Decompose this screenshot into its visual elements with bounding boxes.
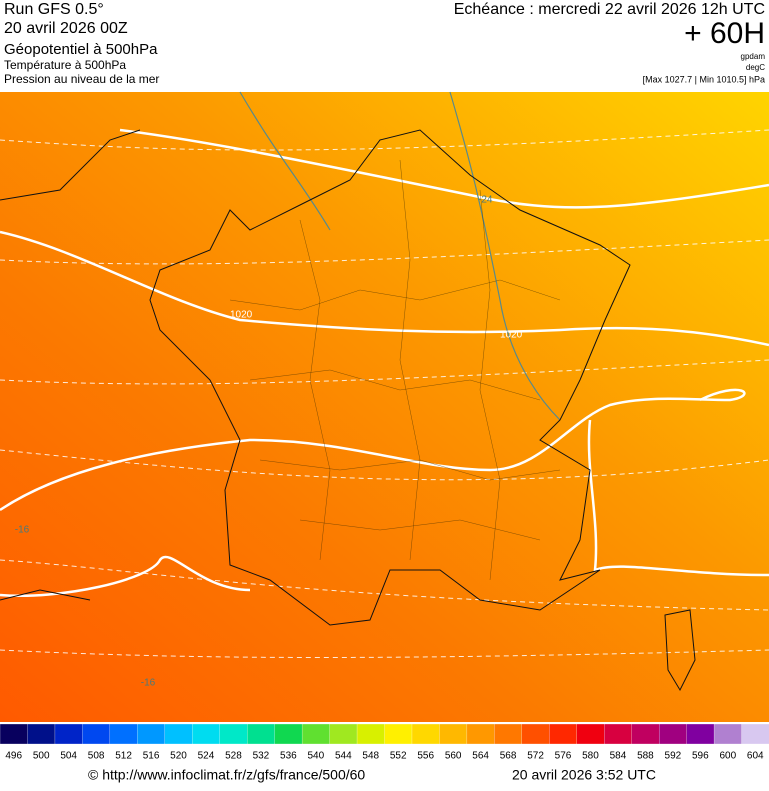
colorbar-label: 516 <box>143 751 160 762</box>
coastline <box>0 129 141 601</box>
color-swatch <box>137 723 166 745</box>
color-swatch <box>384 723 413 745</box>
color-swatch <box>0 723 29 745</box>
color-swatch <box>109 723 138 745</box>
corsica-outline <box>664 609 696 692</box>
isobar <box>0 230 769 347</box>
color-swatch <box>247 723 276 745</box>
colorbar-label: 536 <box>280 751 297 762</box>
color-swatch <box>686 723 715 745</box>
colorbar-label: 568 <box>500 751 517 762</box>
colorbar-label: 604 <box>747 751 764 762</box>
colorbar-label: 556 <box>417 751 434 762</box>
colorbar-label: 540 <box>307 751 324 762</box>
colorbar-label: 572 <box>527 751 544 762</box>
colorbar-label: 504 <box>60 751 77 762</box>
color-swatch <box>54 723 84 745</box>
colorbar-label: 528 <box>225 751 242 762</box>
isobar <box>0 388 746 512</box>
color-swatch <box>631 723 660 745</box>
isotherm <box>0 129 769 151</box>
colorbar-label: 580 <box>582 751 599 762</box>
contour-label: 1020 <box>230 310 253 321</box>
contour-label: -16 <box>141 678 156 689</box>
color-swatch <box>164 723 193 745</box>
contour-label: -16 <box>15 525 30 536</box>
pressure-range: [Max 1027.7 | Min 1010.5] hPa <box>643 74 765 84</box>
header: Run GFS 0.5° 20 avril 2026 00Z Géopotent… <box>4 1 765 86</box>
color-swatch <box>494 723 523 745</box>
map: 1020 1020 -24 -16 -16 <box>0 91 769 722</box>
color-swatch <box>604 723 633 745</box>
isobar <box>587 419 769 577</box>
contour-label: 1020 <box>500 330 523 341</box>
temperature-line <box>239 91 561 421</box>
france-outline <box>149 129 631 626</box>
color-swatch <box>411 723 441 745</box>
map-background <box>0 92 769 722</box>
colorbar-label: 552 <box>390 751 407 762</box>
colorbar-label: 564 <box>472 751 489 762</box>
colorbar-label: 600 <box>719 751 736 762</box>
colorbar-label: 508 <box>88 751 105 762</box>
color-swatch <box>713 723 743 745</box>
isobar <box>119 128 769 209</box>
field: Géopotentiel à 500hPa <box>4 41 158 58</box>
color-swatch <box>192 723 221 745</box>
color-swatch <box>466 723 496 745</box>
color-swatch <box>439 723 468 745</box>
unit: degC <box>746 63 765 72</box>
colorbar-label: 592 <box>665 751 682 762</box>
department-borders <box>229 159 561 581</box>
color-swatch <box>741 723 769 745</box>
layer: Pression au niveau de la mer <box>4 72 159 86</box>
colorbar-label: 584 <box>610 751 627 762</box>
colorbar-label: 524 <box>198 751 215 762</box>
colorbar-label: 512 <box>115 751 132 762</box>
forecast: Echéance : mercredi 22 avril 2026 12h UT… <box>454 1 765 18</box>
colorbar-label: 596 <box>692 751 709 762</box>
timestamp: 20 avril 2026 3:52 UTC <box>512 767 656 783</box>
colorbar-label: 588 <box>637 751 654 762</box>
colorbar-label: 520 <box>170 751 187 762</box>
colorbar-label: 496 <box>5 751 22 762</box>
isotherm <box>0 239 769 265</box>
colorbar: 496 500 504 508 512 516 520 524 528 532 536 540 544 5… <box>0 723 769 762</box>
color-swatch <box>82 723 111 745</box>
isotherm <box>0 559 769 611</box>
lead-time: + 60H <box>684 17 765 50</box>
run-date: 20 avril 2026 00Z <box>4 20 128 37</box>
contour-label: -24 <box>478 195 493 206</box>
color-swatch <box>27 723 56 745</box>
colorbar-label: 548 <box>362 751 379 762</box>
colorbar-label: 560 <box>445 751 462 762</box>
source-url: © http://www.infoclimat.fr/z/gfs/france/… <box>88 767 365 783</box>
isotherm <box>0 359 769 385</box>
run: Run GFS 0.5° <box>4 1 104 18</box>
unit: gpdam <box>741 52 766 61</box>
colorbar-label: 576 <box>555 751 572 762</box>
color-swatch <box>219 723 248 745</box>
color-swatch <box>549 723 578 745</box>
color-swatch <box>521 723 550 745</box>
colorbar-label: 544 <box>335 751 352 762</box>
color-swatch <box>274 723 303 745</box>
color-swatch <box>301 723 331 745</box>
color-swatch <box>329 723 358 745</box>
layer: Température à 500hPa <box>4 58 126 72</box>
color-swatch <box>658 723 688 745</box>
colorbar-label: 532 <box>253 751 270 762</box>
color-swatch <box>356 723 386 745</box>
contour-labels: 1020 1020 -24 -16 -16 <box>15 195 523 689</box>
color-swatch <box>576 723 605 745</box>
footer: © http://www.infoclimat.fr/z/gfs/france/… <box>88 767 656 783</box>
colorbar-label: 500 <box>33 751 50 762</box>
